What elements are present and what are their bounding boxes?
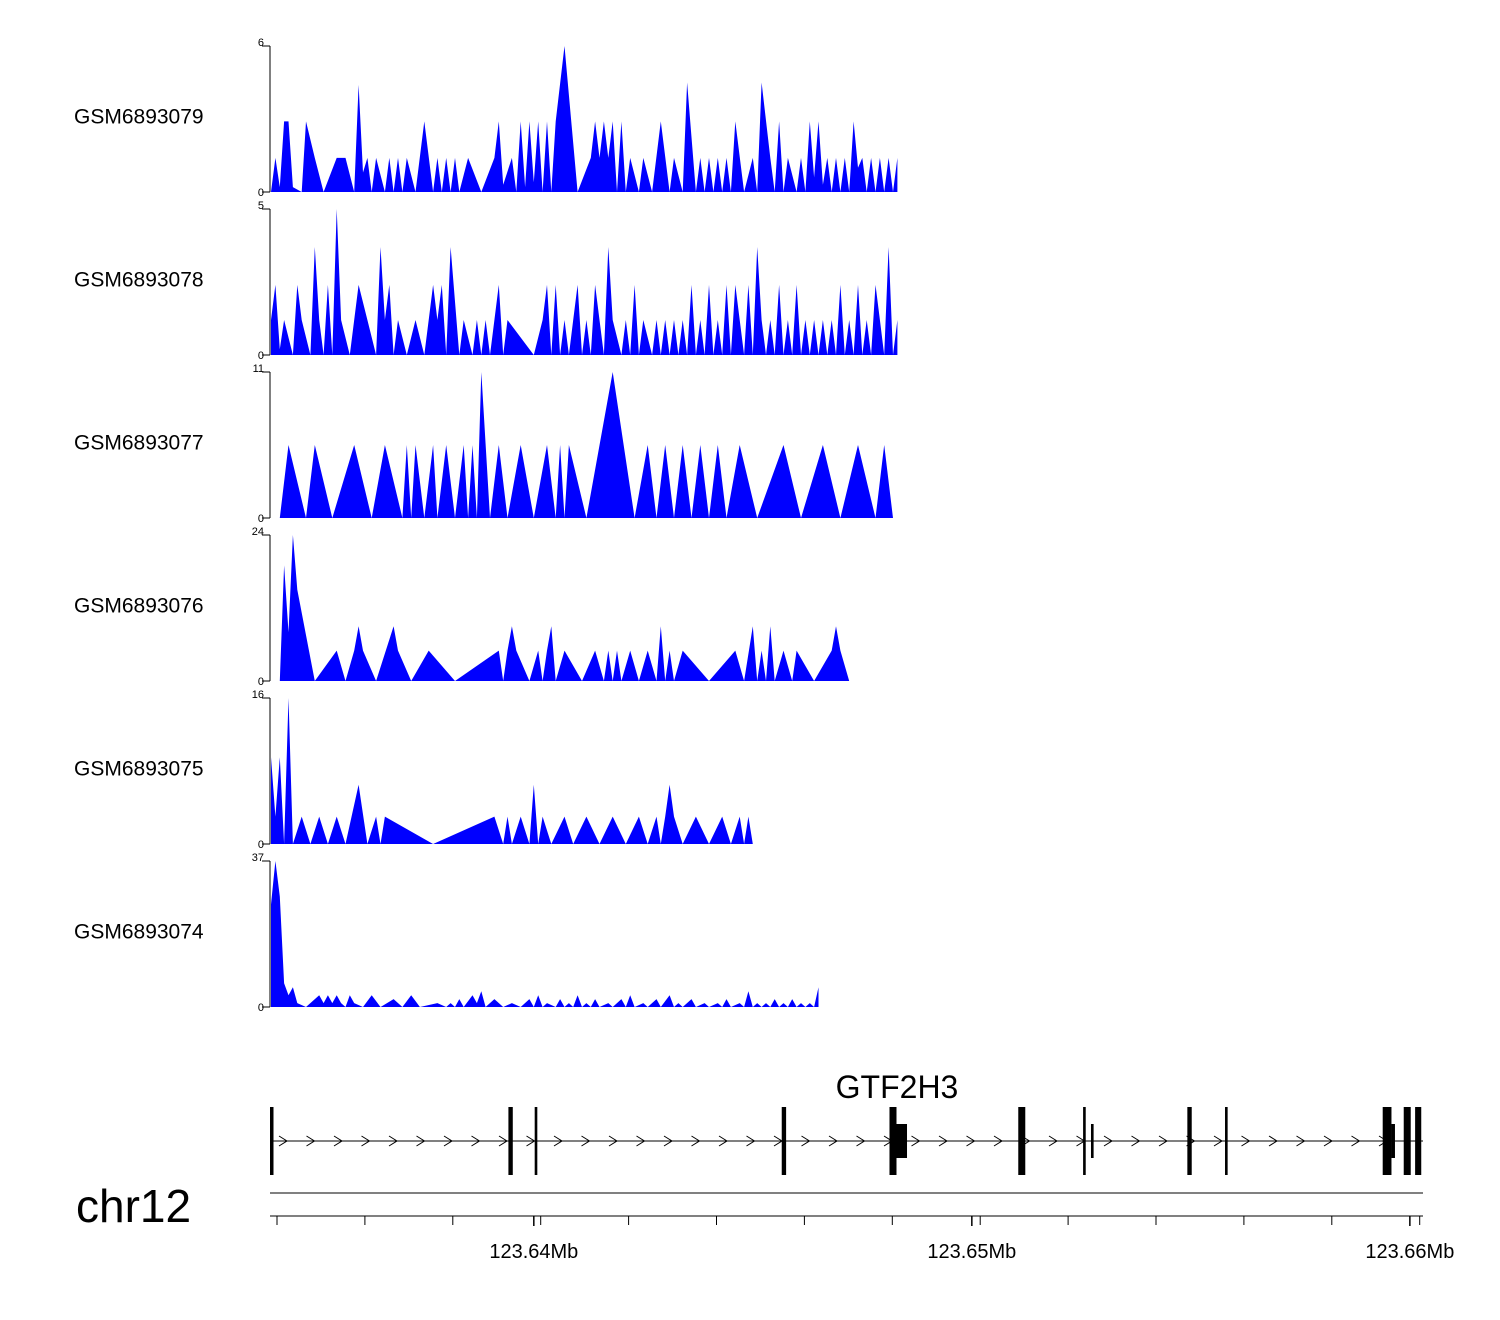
strand-arrow xyxy=(911,1135,921,1147)
coverage-track: GSM6893076 24 0 xyxy=(74,526,850,688)
exon xyxy=(896,1124,908,1158)
strand-arrow xyxy=(718,1135,728,1147)
gene-model xyxy=(270,1107,1423,1175)
y-tick-label-min: 0 xyxy=(258,839,264,851)
coverage-area xyxy=(271,861,819,1007)
y-tick-label-min: 0 xyxy=(258,1002,264,1014)
strand-arrow xyxy=(498,1135,508,1147)
strand-arrow xyxy=(746,1135,756,1147)
coverage-area xyxy=(279,372,893,518)
strand-arrow xyxy=(1048,1135,1058,1147)
exon xyxy=(1187,1107,1192,1175)
strand-arrow xyxy=(938,1135,948,1147)
y-tick-label-max: 24 xyxy=(252,526,264,538)
track-label: GSM6893074 xyxy=(74,921,204,944)
y-tick-label-max: 37 xyxy=(252,852,264,864)
strand-arrow xyxy=(1158,1135,1168,1147)
exon xyxy=(1403,1107,1411,1175)
y-tick-label-min: 0 xyxy=(258,676,264,688)
exon xyxy=(1225,1107,1228,1175)
gene-label: GTF2H3 xyxy=(836,1069,959,1105)
exon xyxy=(1415,1107,1422,1175)
strand-arrow xyxy=(306,1135,316,1147)
strand-arrow xyxy=(636,1135,646,1147)
strand-arrow xyxy=(1103,1135,1113,1147)
exon xyxy=(1083,1107,1086,1175)
coverage-tracks: GSM689307960GSM689307850GSM6893077110GSM… xyxy=(74,37,898,1014)
y-tick-label-min: 0 xyxy=(258,350,264,362)
strand-arrow xyxy=(993,1135,1003,1147)
coverage-area xyxy=(271,698,753,844)
strand-arrow xyxy=(526,1135,536,1147)
strand-arrow xyxy=(1131,1135,1141,1147)
strand-arrow xyxy=(416,1135,426,1147)
y-tick-label-min: 0 xyxy=(258,513,264,525)
x-tick-label: 123.65Mb xyxy=(927,1241,1016,1263)
axis-ticks: 123.64Mb 123.65Mb 123.66Mb xyxy=(276,1216,1454,1263)
coverage-track: GSM6893078 5 0 xyxy=(74,200,898,362)
strand-arrow xyxy=(278,1135,288,1147)
coverage-track: GSM6893075 16 0 xyxy=(74,689,753,851)
y-tick-label-max: 16 xyxy=(252,689,264,701)
genome-axis: chr12 123.64Mb 123.65Mb 123.66Mb xyxy=(76,1180,1454,1263)
gene-track: GTF2H3 xyxy=(270,1069,1423,1175)
exon xyxy=(1391,1124,1395,1158)
coverage-track: GSM6893077 11 0 xyxy=(74,363,893,525)
strand-arrow xyxy=(333,1135,343,1147)
strand-arrow xyxy=(1296,1135,1306,1147)
track-label: GSM6893078 xyxy=(74,269,204,292)
strand-arrow xyxy=(966,1135,976,1147)
coverage-area xyxy=(271,46,898,192)
exon xyxy=(508,1107,513,1175)
track-label: GSM6893076 xyxy=(74,595,204,618)
exon xyxy=(781,1107,787,1175)
track-label: GSM6893079 xyxy=(74,106,204,129)
coverage-track: GSM6893074 37 0 xyxy=(74,852,819,1014)
exon xyxy=(1018,1107,1026,1175)
coverage-track: GSM6893079 6 0 xyxy=(74,37,898,199)
y-tick-label-max: 5 xyxy=(258,200,264,212)
strand-arrow xyxy=(388,1135,398,1147)
y-tick-label-max: 6 xyxy=(258,37,264,49)
coverage-area xyxy=(271,209,898,355)
exon xyxy=(534,1107,538,1175)
strand-arrow xyxy=(1323,1135,1333,1147)
strand-arrow xyxy=(443,1135,453,1147)
chromosome-label: chr12 xyxy=(76,1180,191,1232)
exon xyxy=(1382,1107,1392,1175)
strand-arrow xyxy=(361,1135,371,1147)
y-tick-label-min: 0 xyxy=(258,187,264,199)
strand-arrow xyxy=(608,1135,618,1147)
exon xyxy=(271,1107,274,1175)
x-tick-label: 123.66Mb xyxy=(1365,1241,1454,1263)
strand-arrow xyxy=(1213,1135,1223,1147)
track-label: GSM6893075 xyxy=(74,758,204,781)
x-tick-label: 123.64Mb xyxy=(489,1241,578,1263)
exon xyxy=(889,1107,897,1175)
strand-arrow xyxy=(691,1135,701,1147)
y-tick-label-max: 11 xyxy=(253,363,264,375)
strand-arrow xyxy=(553,1135,563,1147)
strand-arrow xyxy=(1268,1135,1278,1147)
strand-arrow xyxy=(801,1135,811,1147)
strand-arrow xyxy=(828,1135,838,1147)
exon xyxy=(1090,1124,1094,1158)
strand-arrow xyxy=(471,1135,481,1147)
strand-arrow xyxy=(856,1135,866,1147)
track-label: GSM6893077 xyxy=(74,432,204,455)
coverage-area xyxy=(279,535,850,681)
strand-arrow xyxy=(581,1135,591,1147)
strand-arrow xyxy=(663,1135,673,1147)
strand-arrow xyxy=(1241,1135,1251,1147)
strand-arrow xyxy=(1351,1135,1361,1147)
